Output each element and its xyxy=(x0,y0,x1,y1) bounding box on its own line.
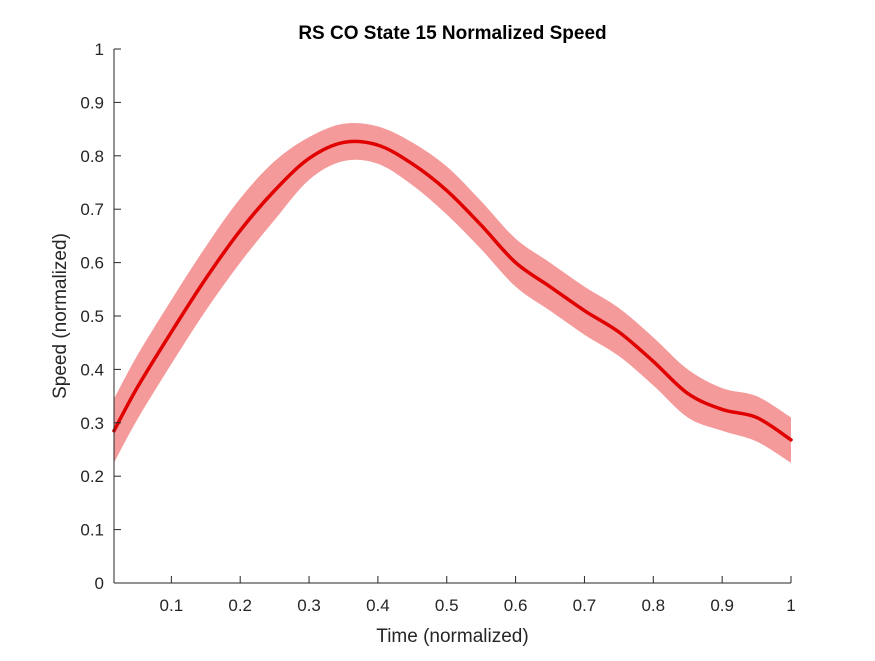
y-tick-label: 0.6 xyxy=(80,254,104,273)
confidence-band xyxy=(114,122,791,463)
confidence-band-layer xyxy=(114,122,791,463)
y-tick-label: 0.2 xyxy=(80,467,104,486)
mean-speed-line xyxy=(112,139,793,442)
y-tick-label: 0.1 xyxy=(80,521,104,540)
x-tick-label: 0.4 xyxy=(366,596,390,615)
y-tick-label: 0.5 xyxy=(80,307,104,326)
x-tick-label: 0.5 xyxy=(435,596,459,615)
x-tick-label: 0.2 xyxy=(228,596,252,615)
x-ticks: 0.1 0.2 0.3 0.4 0.5 0.6 0.7 0.8 0.9 1 xyxy=(160,576,796,615)
x-tick-label: 1 xyxy=(786,596,795,615)
y-tick-label: 0.9 xyxy=(80,93,104,112)
y-tick-label: 0.8 xyxy=(80,147,104,166)
x-tick-label: 0.6 xyxy=(504,596,528,615)
x-tick-label: 0.8 xyxy=(641,596,665,615)
y-ticks: 0 0.1 0.2 0.3 0.4 0.5 0.6 0.7 0.8 0.9 1 xyxy=(80,40,121,593)
y-axis-label: Speed (normalized) xyxy=(50,233,71,399)
chart-title: RS CO State 15 Normalized Speed xyxy=(298,23,606,44)
y-tick-label: 0.3 xyxy=(80,414,104,433)
axes xyxy=(113,49,791,584)
mean-line-layer xyxy=(112,139,793,442)
x-tick-label: 0.3 xyxy=(297,596,321,615)
x-tick-label: 0.1 xyxy=(160,596,184,615)
y-tick-label: 1 xyxy=(95,40,104,59)
y-tick-label: 0.7 xyxy=(80,200,104,219)
x-tick-label: 0.9 xyxy=(710,596,734,615)
x-tick-label: 0.7 xyxy=(573,596,597,615)
y-tick-label: 0 xyxy=(95,574,104,593)
x-axis-label: Time (normalized) xyxy=(376,626,528,647)
y-tick-label: 0.4 xyxy=(80,360,104,379)
